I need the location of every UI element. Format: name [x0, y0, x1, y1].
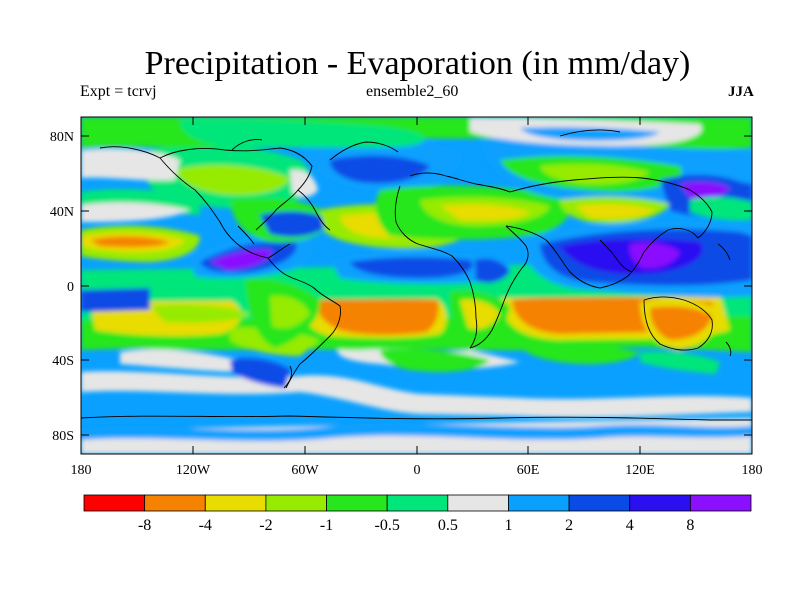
y-tick-label: 80S — [52, 429, 74, 444]
axis-ticks — [80, 117, 753, 454]
colorbar-swatch — [689, 494, 752, 512]
colorbar-tick-label: 0.5 — [438, 517, 458, 534]
y-tick-label: 0 — [67, 280, 74, 295]
colorbar-swatch — [204, 494, 267, 512]
colorbar-tick-label: 4 — [626, 517, 634, 534]
precip-field — [81, 117, 752, 454]
x-tick-label: 180 — [71, 463, 92, 478]
colorbar-tick-label: 8 — [686, 517, 694, 534]
coastlines — [81, 129, 752, 421]
x-tick-label: 0 — [414, 463, 421, 478]
y-tick-label: 40N — [50, 205, 74, 220]
colorbar-tick-label: -1 — [320, 517, 333, 534]
x-tick-label: 180 — [742, 463, 763, 478]
colorbar-swatch — [265, 494, 327, 512]
colorbar-swatch — [629, 494, 691, 512]
chart-title: Precipitation - Evaporation (in mm/day) — [144, 45, 691, 82]
y-axis-labels: 80N 40N 0 40S 80S — [50, 130, 74, 444]
colorbar-swatch — [326, 494, 388, 512]
season-label: JJA — [728, 84, 754, 100]
colorbar-swatch — [568, 494, 631, 512]
colorbar-tick-label: -0.5 — [375, 517, 400, 534]
colorbar — [83, 494, 752, 512]
experiment-label: Expt = tcrvj — [80, 83, 157, 100]
colorbar-swatch — [447, 494, 509, 512]
colorbar-tick-label: -4 — [199, 517, 212, 534]
colorbar-swatch — [508, 494, 570, 512]
dataset-label: ensemble2_60 — [366, 83, 459, 100]
x-tick-label: 120W — [176, 463, 211, 478]
x-tick-label: 120E — [625, 463, 655, 478]
colorbar-tick-label: -2 — [259, 517, 272, 534]
colorbar-tick-label: -8 — [138, 517, 151, 534]
colorbar-swatch — [83, 494, 146, 512]
colorbar-labels: -8 -4 -2 -1 -0.5 0.5 1 2 4 8 — [138, 517, 694, 534]
colorbar-tick-label: 1 — [504, 517, 512, 534]
colorbar-swatch — [144, 494, 206, 512]
x-tick-label: 60W — [291, 463, 319, 478]
colorbar-swatch — [386, 494, 449, 512]
x-axis-labels: 180 120W 60W 0 60E 120E 180 — [71, 463, 763, 478]
x-tick-label: 60E — [517, 463, 540, 478]
y-tick-label: 40S — [52, 354, 74, 369]
y-tick-label: 80N — [50, 130, 74, 145]
colorbar-tick-label: 2 — [565, 517, 573, 534]
